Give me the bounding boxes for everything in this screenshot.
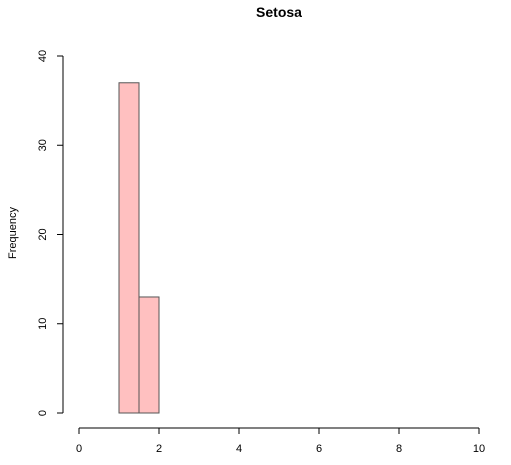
bars-group [118,82,160,414]
x-tick-label: 10 [473,443,485,455]
x-tick-label: 2 [156,443,162,455]
chart-title: Setosa [256,4,302,20]
y-axis-label: Frequency [7,207,19,259]
y-tick-label: 40 [37,50,49,62]
histogram-bar-2 [138,296,160,414]
x-tick-label: 4 [236,443,242,455]
y-tick-label: 20 [37,228,49,240]
histogram-bar-1 [118,82,140,414]
x-tick-label: 0 [76,443,82,455]
y-axis: 0 10 20 30 40 [37,50,64,416]
x-tick-label: 8 [396,443,402,455]
y-tick-label: 0 [37,410,49,416]
y-tick-label: 10 [37,318,49,330]
y-tick-label: 30 [37,139,49,151]
x-tick-label: 6 [316,443,322,455]
x-axis: 0 2 4 6 8 10 [76,427,485,455]
